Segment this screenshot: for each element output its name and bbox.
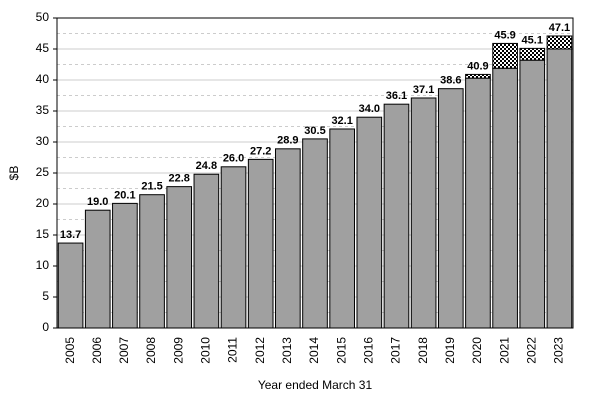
y-tick-label: 15	[36, 227, 50, 241]
bar-segment	[329, 128, 355, 329]
bar-segment	[546, 35, 573, 50]
x-tick-label: 2013	[280, 337, 294, 364]
value-label: 30.5	[304, 125, 325, 137]
x-tick-label: 2021	[497, 337, 511, 364]
x-tick-label: 2010	[199, 337, 213, 364]
bar-segment	[383, 103, 410, 329]
x-tick-label: 2006	[90, 337, 104, 364]
value-label: 21.5	[141, 181, 162, 193]
x-tick-label: 2012	[253, 337, 267, 364]
y-tick-label: 20	[36, 196, 50, 210]
bar-segment	[492, 67, 518, 329]
y-tick-label: 30	[36, 134, 50, 148]
x-tick-label: 2009	[171, 337, 185, 364]
y-tick-label: 10	[36, 258, 50, 272]
value-label: 13.7	[60, 229, 81, 241]
x-tick-label: 2022	[524, 337, 538, 364]
y-tick-label: 45	[36, 41, 50, 55]
bar-segment	[410, 97, 437, 329]
x-tick-label: 2020	[470, 337, 484, 364]
value-label: 45.1	[522, 34, 543, 46]
value-label: 26.0	[223, 153, 244, 165]
value-label: 37.1	[413, 84, 434, 96]
x-tick-label: 2007	[117, 337, 131, 364]
x-tick-label: 2019	[443, 337, 457, 364]
bar-segment	[519, 47, 546, 61]
x-tick-label: 2014	[307, 337, 321, 364]
bar-segment	[57, 242, 84, 329]
bar-segment	[302, 138, 328, 329]
value-label: 32.1	[331, 115, 352, 127]
bar-segment	[112, 202, 138, 329]
y-tick-label: 35	[36, 103, 50, 117]
value-label: 22.8	[168, 173, 189, 185]
value-label: 34.0	[359, 103, 380, 115]
x-tick-label: 2018	[416, 337, 430, 364]
value-label: 38.6	[440, 75, 461, 87]
value-label: 19.0	[87, 196, 108, 208]
value-label: 36.1	[386, 90, 407, 102]
y-tick-label: 50	[36, 10, 50, 24]
bar-segment	[84, 209, 111, 329]
bar-segment	[247, 158, 274, 329]
value-label: 45.9	[494, 29, 515, 41]
y-tick-label: 25	[36, 165, 50, 179]
y-tick-label: 40	[36, 72, 50, 86]
value-label: 28.9	[277, 135, 298, 147]
value-label: 47.1	[549, 22, 570, 34]
x-tick-label: 2008	[144, 337, 158, 364]
bar-segment	[356, 116, 383, 329]
bar-segment	[166, 186, 193, 329]
x-tick-label: 2023	[552, 337, 566, 364]
value-label: 20.1	[114, 189, 135, 201]
x-tick-label: 2005	[63, 337, 77, 364]
value-label: 27.2	[250, 145, 271, 157]
x-axis-title: Year ended March 31	[258, 378, 373, 392]
bar-segment	[220, 166, 247, 329]
bar-segment	[465, 73, 491, 79]
x-tick-label: 2017	[389, 337, 403, 364]
x-tick-label: 2011	[226, 337, 240, 363]
bar-segment	[193, 173, 220, 329]
bar-segment	[546, 48, 573, 329]
value-label: 24.8	[196, 160, 217, 172]
x-tick-label: 2015	[334, 337, 348, 364]
bar-segment	[437, 88, 464, 329]
bar-segment	[492, 42, 518, 69]
plot-frame	[56, 17, 574, 329]
x-tick-label: 2016	[361, 337, 375, 364]
value-label: 40.9	[467, 60, 488, 72]
y-axis-title: $B	[7, 166, 21, 181]
bar-segment	[519, 59, 546, 329]
bar-segment	[139, 194, 165, 329]
y-tick-label: 5	[42, 289, 49, 303]
y-tick-label: 0	[42, 320, 49, 334]
bar-segment	[465, 77, 491, 329]
bar-segment	[275, 148, 301, 329]
